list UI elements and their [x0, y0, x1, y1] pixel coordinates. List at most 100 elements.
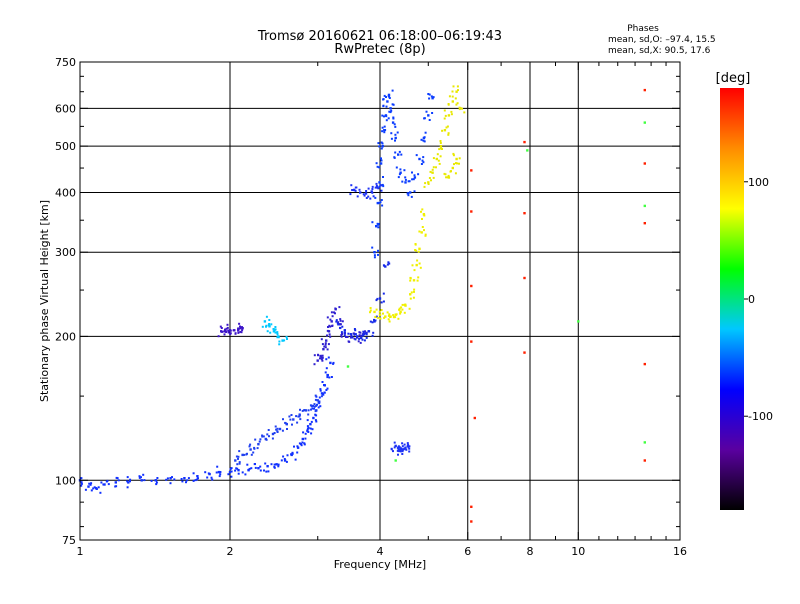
data-point-echo: [365, 331, 368, 334]
data-point-echo: [399, 168, 402, 171]
data-point-echo: [298, 415, 301, 418]
data-point: [451, 100, 454, 103]
data-point-echo: [314, 419, 317, 422]
data-point-echo: [358, 188, 361, 191]
data-point-echo: [363, 339, 366, 342]
data-point-echo: [348, 340, 351, 343]
data-point-echo: [311, 428, 314, 431]
data-point: [327, 330, 331, 333]
data-point: [275, 463, 278, 466]
data-point-echo: [326, 334, 328, 337]
data-point-echo: [230, 470, 233, 473]
data-point-echo: [413, 288, 416, 291]
data-point: [391, 121, 395, 124]
data-point-echo: [303, 409, 306, 412]
data-point-echo: [301, 441, 304, 444]
data-point-echo: [458, 108, 461, 111]
data-point-echo: [420, 163, 423, 165]
data-point-echo: [379, 317, 382, 320]
data-point-echo: [380, 301, 383, 304]
data-point-echo: [390, 109, 393, 112]
data-point-echo: [394, 316, 397, 319]
data-point-echo: [313, 405, 316, 408]
data-point: [418, 157, 421, 161]
y-tick-label: 600: [55, 102, 76, 115]
data-point-echo: [88, 482, 91, 485]
data-point-echo: [332, 362, 335, 365]
data-point-echo: [238, 462, 241, 465]
y-axis-label: Stationary phase Virtual Height [km]: [38, 200, 51, 402]
data-point-echo: [80, 477, 83, 480]
data-points: [78, 85, 646, 523]
data-point-echo: [439, 140, 442, 142]
y-tick-label: 400: [55, 186, 76, 199]
data-point-echo: [378, 145, 381, 148]
data-point-echo: [313, 363, 316, 366]
data-point-echo: [325, 389, 328, 391]
data-point: [283, 459, 287, 462]
data-point-echo: [286, 454, 289, 457]
data-point-echo: [286, 338, 288, 340]
data-point-echo: [422, 139, 425, 142]
data-point-echo: [237, 472, 240, 475]
data-point-echo: [380, 309, 383, 311]
data-point-echo: [258, 440, 261, 443]
data-point-echo: [401, 450, 404, 453]
data-point-echo: [374, 196, 377, 199]
data-point-echo: [301, 409, 304, 412]
data-point-echo: [281, 429, 284, 432]
data-point-echo: [313, 354, 316, 357]
data-point: [359, 191, 362, 194]
data-point: [643, 362, 646, 366]
data-point: [439, 145, 443, 148]
data-point-echo: [398, 307, 401, 310]
data-point-echo: [328, 333, 331, 336]
data-point-echo: [374, 186, 377, 189]
data-point-echo: [369, 311, 371, 314]
data-point-echo: [398, 450, 401, 453]
data-point: [470, 169, 473, 172]
data-point-echo: [129, 478, 132, 481]
data-point-echo: [393, 446, 396, 449]
data-point-echo: [381, 114, 384, 117]
data-point-echo: [428, 93, 431, 96]
data-point-echo: [283, 458, 286, 460]
data-point: [319, 354, 322, 358]
data-point: [378, 181, 381, 184]
data-point-echo: [211, 478, 214, 481]
data-point-echo: [364, 332, 367, 335]
data-point-echo: [423, 214, 426, 217]
data-point: [343, 329, 346, 332]
data-point-echo: [398, 173, 401, 176]
data-point-echo: [195, 478, 198, 481]
data-point-echo: [451, 90, 454, 93]
data-point-echo: [325, 358, 328, 361]
data-point-echo: [262, 435, 265, 438]
data-point-echo: [219, 471, 222, 473]
data-point-echo: [298, 442, 301, 445]
data-point-echo: [273, 466, 276, 469]
data-point-echo: [261, 435, 264, 438]
data-point: [183, 477, 186, 480]
data-point-echo: [420, 210, 422, 213]
data-point-echo: [276, 333, 279, 335]
data-point: [523, 212, 526, 215]
data-point-echo: [404, 176, 407, 179]
data-point-echo: [409, 297, 412, 300]
data-point-echo: [142, 473, 145, 476]
data-point-echo: [223, 330, 226, 333]
data-point-echo: [374, 316, 377, 318]
data-point-echo: [265, 470, 268, 473]
data-point-echo: [215, 471, 218, 474]
data-point-echo: [413, 190, 416, 193]
data-point: [399, 310, 402, 314]
data-point-echo: [375, 182, 378, 185]
data-point: [404, 181, 407, 184]
data-point-echo: [92, 487, 95, 490]
data-point-echo: [293, 445, 295, 448]
data-point-echo: [394, 133, 397, 136]
data-point-echo: [410, 195, 413, 198]
data-point-echo: [353, 328, 356, 330]
data-point-echo: [343, 334, 346, 337]
